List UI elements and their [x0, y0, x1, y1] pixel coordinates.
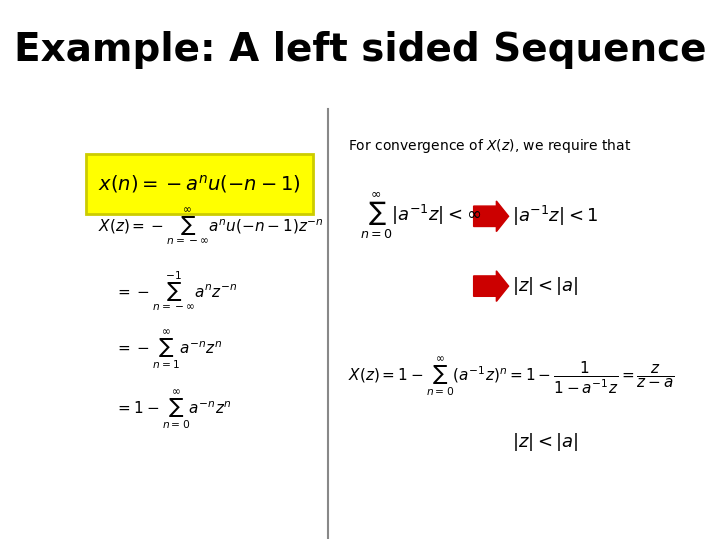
Text: Example: A left sided Sequence: Example: A left sided Sequence — [14, 31, 706, 69]
Text: $x(n) = -a^n u(-n-1)$: $x(n) = -a^n u(-n-1)$ — [99, 173, 301, 195]
Text: $= -\sum_{n=1}^{\infty} a^{-n} z^{n}$: $= -\sum_{n=1}^{\infty} a^{-n} z^{n}$ — [115, 329, 222, 373]
FancyBboxPatch shape — [86, 154, 313, 214]
Text: $|z| < |a|$: $|z| < |a|$ — [511, 431, 578, 453]
Text: $= -\sum_{n=-\infty}^{-1} a^n z^{-n}$: $= -\sum_{n=-\infty}^{-1} a^n z^{-n}$ — [115, 270, 238, 313]
Text: $= 1-\sum_{n=0}^{\infty} a^{-n} z^{n}$: $= 1-\sum_{n=0}^{\infty} a^{-n} z^{n}$ — [115, 388, 232, 431]
Text: $X(z) = -\sum_{n=-\infty}^{\infty} a^n u(-n-1)z^{-n}$: $X(z) = -\sum_{n=-\infty}^{\infty} a^n u… — [98, 206, 323, 248]
Text: $|z| < |a|$: $|z| < |a|$ — [511, 275, 578, 297]
FancyArrow shape — [474, 201, 508, 232]
Text: $\sum_{n=0}^{\infty} |a^{-1}z| < \infty$: $\sum_{n=0}^{\infty} |a^{-1}z| < \infty$ — [360, 191, 481, 241]
Text: For convergence of $X(z)$, we require that: For convergence of $X(z)$, we require th… — [348, 138, 631, 156]
Text: $X(z) = 1 - \sum_{n=0}^{\infty}(a^{-1}z)^n = 1 - \dfrac{1}{1-a^{-1}z} = \dfrac{z: $X(z) = 1 - \sum_{n=0}^{\infty}(a^{-1}z)… — [348, 355, 675, 400]
FancyArrow shape — [474, 271, 508, 301]
Text: $|a^{-1}z| < 1$: $|a^{-1}z| < 1$ — [511, 204, 598, 228]
